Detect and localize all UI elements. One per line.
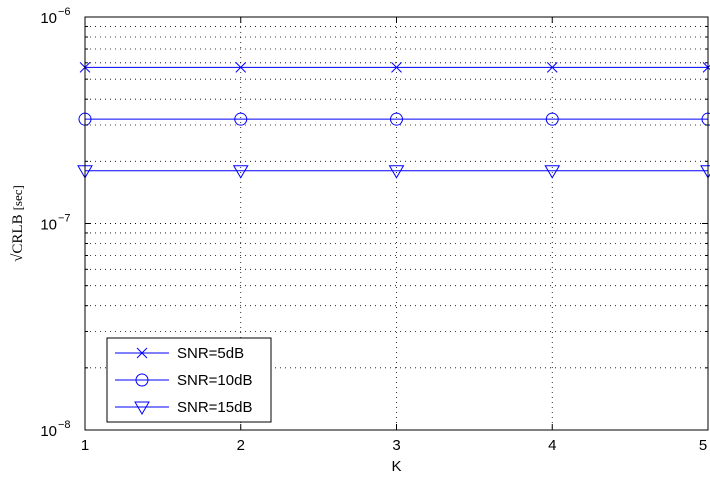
data-point — [234, 112, 248, 126]
y-axis-label: √CRLB [sec] — [10, 185, 26, 262]
data-point — [545, 112, 559, 126]
data-point — [546, 62, 558, 73]
svg-text:√CRLB[sec]: √CRLB [sec] — [10, 185, 26, 262]
data-point — [390, 112, 403, 126]
legend-label: SNR=5dB — [177, 345, 244, 362]
legend-label: SNR=10dB — [177, 372, 252, 389]
y-tick-label: 10 — [40, 217, 57, 234]
series-layer — [77, 62, 710, 179]
data-point — [700, 165, 710, 179]
y-tick-label-exponent: −8 — [58, 419, 71, 431]
legend-label: SNR=15dB — [177, 399, 252, 416]
y-tick-label-exponent: −6 — [58, 6, 71, 18]
legend: SNR=5dB SNR=10dB SNR=15dB — [106, 337, 272, 423]
y-axis-label-unit: [sec] — [10, 185, 25, 210]
y-tick-label: 10 — [40, 10, 57, 27]
y-axis-label-radical: √ — [10, 253, 26, 262]
data-point — [232, 165, 249, 179]
data-point — [544, 165, 561, 179]
data-point — [391, 62, 402, 73]
legend-marker — [134, 401, 150, 415]
x-tick-label: 5 — [699, 437, 707, 454]
x-tick-label: 3 — [392, 437, 400, 454]
legend-marker — [136, 347, 148, 359]
y-tick-label-exponent: −7 — [58, 213, 71, 225]
label-layer: K √CRLB [sec] — [10, 185, 402, 475]
x-tick-label: 2 — [237, 437, 245, 454]
x-tick-label: 1 — [81, 437, 89, 454]
legend-marker — [135, 373, 149, 387]
y-tick-label: 10 — [40, 423, 57, 440]
x-axis-label: K — [391, 458, 401, 475]
data-point — [388, 165, 405, 179]
y-axis-label-main: CRLB — [10, 214, 26, 253]
x-tick-label: 4 — [548, 437, 556, 454]
tick-layer: 1 2 3 4 510−810−710−6 — [40, 6, 709, 454]
data-point — [235, 62, 247, 73]
